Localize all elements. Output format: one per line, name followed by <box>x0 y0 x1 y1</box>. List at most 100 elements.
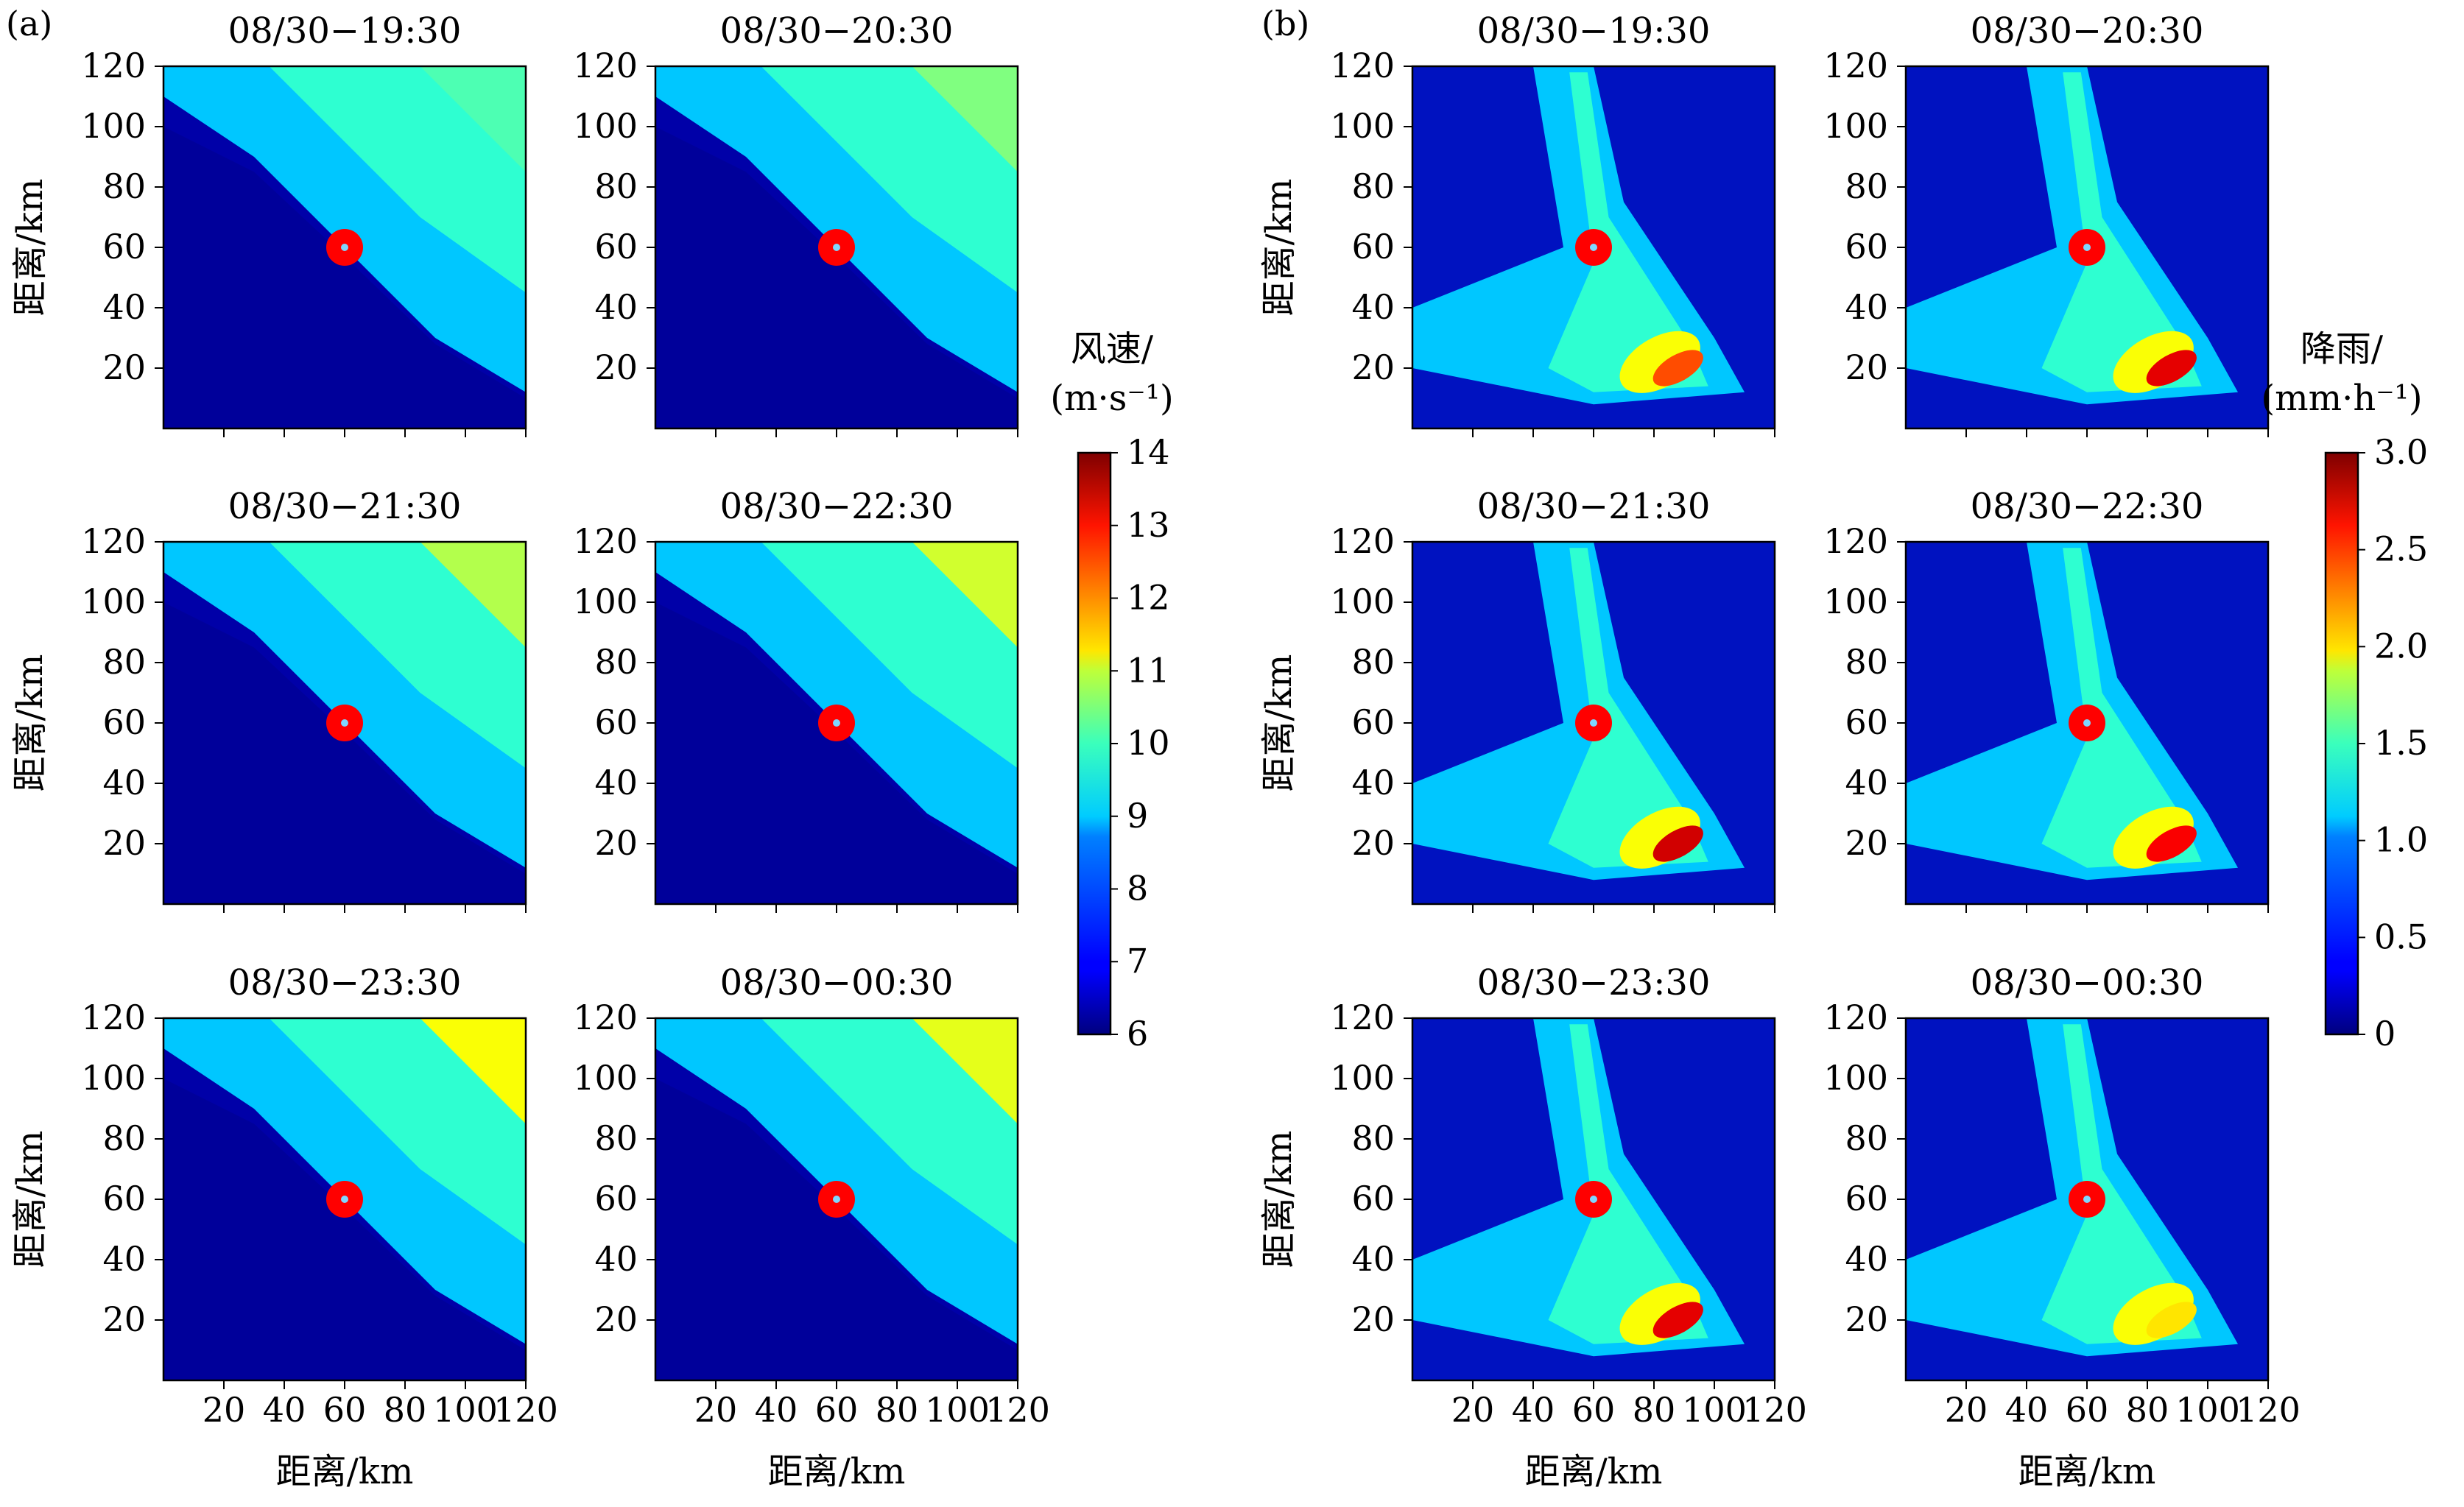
station-marker-center <box>1590 244 1597 251</box>
colorbar-tick-label: 0.5 <box>2374 917 2428 956</box>
panel-group-a: 08/30−19:3020406080100120距离/km08/30−20:3… <box>10 10 1174 1492</box>
y-tick-label: 40 <box>594 1239 638 1279</box>
x-tick-label: 40 <box>755 1390 798 1430</box>
x-tick-label: 120 <box>2236 1390 2301 1430</box>
heatmap-region-peak <box>420 66 526 172</box>
x-tick-label: 20 <box>694 1390 738 1430</box>
y-tick-label: 100 <box>1823 106 1888 146</box>
colorbar-tick-label: 9 <box>1127 796 1148 836</box>
subplot: 08/30−21:30 20 40 60 80 100 120 距离/km <box>1259 486 1776 913</box>
y-tick-label: 120 <box>1330 521 1395 561</box>
subplot-title: 08/30−19:30 <box>1477 10 1711 52</box>
station-marker-center <box>341 244 348 251</box>
y-tick-label: 20 <box>102 1299 146 1339</box>
y-tick-label: 20 <box>594 1299 638 1339</box>
y-tick-label: 120 <box>1823 998 1888 1037</box>
y-tick-label: 100 <box>1330 1058 1395 1098</box>
y-tick-label: 20 <box>1845 823 1888 863</box>
heatmap-region-high <box>2041 72 2202 392</box>
y-tick-label: 120 <box>81 998 146 1037</box>
colorbar-tick-label: 11 <box>1127 650 1170 690</box>
y-tick-label: 60 <box>1845 227 1888 267</box>
colorbar-tick-label: 14 <box>1127 432 1170 472</box>
y-tick-label: 80 <box>1845 642 1888 682</box>
y-axis-label: 距离/km <box>10 1131 51 1268</box>
heatmap-region-high <box>1548 72 1708 392</box>
heatmap-region-high <box>2041 548 2202 868</box>
x-tick-label: 80 <box>1633 1390 1676 1430</box>
y-tick-label: 80 <box>102 1118 146 1158</box>
heatmap-region-peak <box>912 66 1018 172</box>
subplot: 08/30−19:30 20 40 60 80 100 120 距离/km <box>10 10 527 437</box>
y-tick-label: 60 <box>102 227 146 267</box>
y-axis-label: 距离/km <box>10 179 51 317</box>
y-tick-label: 80 <box>594 166 638 206</box>
colorbar-tick-label: 7 <box>1127 941 1148 981</box>
y-tick-label: 40 <box>594 287 638 327</box>
y-tick-label: 100 <box>1330 582 1395 621</box>
x-tick-label: 40 <box>2005 1390 2049 1430</box>
y-tick-label: 40 <box>1351 763 1395 802</box>
y-tick-label: 80 <box>1351 166 1395 206</box>
y-tick-label: 20 <box>1351 1299 1395 1339</box>
y-tick-label: 80 <box>1351 1118 1395 1158</box>
x-tick-label: 100 <box>1682 1390 1747 1430</box>
x-axis-label: 距离/km <box>2018 1451 2156 1492</box>
colorbar-tick-label: 3.0 <box>2374 432 2428 472</box>
y-axis-label: 距离/km <box>1259 654 1300 792</box>
x-tick-label: 100 <box>433 1390 498 1430</box>
heatmap-region-peak <box>420 542 526 648</box>
colorbar-gradient <box>1077 451 1112 1036</box>
subplot: 08/30−22:30 20 40 60 80 100 120 <box>573 486 1019 913</box>
y-tick-label: 20 <box>1351 823 1395 863</box>
subplot-title: 08/30−21:30 <box>1477 486 1711 527</box>
x-tick-label: 120 <box>985 1390 1050 1430</box>
y-tick-label: 20 <box>102 347 146 387</box>
heatmap-region-high <box>1548 548 1708 868</box>
y-tick-label: 60 <box>102 702 146 742</box>
x-tick-label: 60 <box>815 1390 859 1430</box>
y-tick-label: 60 <box>1845 702 1888 742</box>
y-tick-label: 40 <box>102 287 146 327</box>
y-axis-label: 距离/km <box>1259 179 1300 317</box>
x-tick-label: 60 <box>323 1390 367 1430</box>
y-tick-label: 120 <box>81 521 146 561</box>
y-tick-label: 100 <box>81 582 146 621</box>
y-tick-label: 100 <box>1823 1058 1888 1098</box>
heatmap-region-low <box>163 602 526 904</box>
y-tick-label: 120 <box>1330 46 1395 85</box>
y-tick-label: 40 <box>594 763 638 802</box>
heatmap-region-peak <box>1652 350 1703 387</box>
subplot-title: 08/30−00:30 <box>1971 962 2204 1003</box>
heatmap-region-low <box>163 127 526 428</box>
x-tick-label: 20 <box>1945 1390 1988 1430</box>
x-axis-label: 距离/km <box>276 1451 414 1492</box>
heatmap-region-peak <box>2146 825 2197 862</box>
y-axis-label: 距离/km <box>10 654 51 792</box>
colorbar-tick-label: 2.0 <box>2374 626 2428 666</box>
x-tick-label: 100 <box>2175 1390 2240 1430</box>
panel-label-b: (b) <box>1261 4 1309 43</box>
heatmap-region-peak <box>912 542 1018 648</box>
y-tick-label: 20 <box>594 347 638 387</box>
colorbar-tick-label: 2.5 <box>2374 529 2428 569</box>
colorbar: 降雨/ (mm·h⁻¹) 0 0.5 1.0 1.5 2.0 2.5 3.0 <box>2261 328 2428 1054</box>
y-tick-label: 80 <box>594 642 638 682</box>
colorbar-gradient <box>2324 451 2359 1036</box>
y-tick-label: 120 <box>81 46 146 85</box>
heatmap-region-peak <box>2146 1302 2197 1338</box>
y-tick-label: 40 <box>1351 1239 1395 1279</box>
y-tick-label: 60 <box>594 702 638 742</box>
heatmap-region-peak <box>912 1018 1018 1124</box>
subplot: 08/30−20:30 20 40 60 80 100 120 <box>1823 10 2270 437</box>
x-tick-label: 40 <box>1512 1390 1555 1430</box>
figure-root: 08/30−19:3020406080100120距离/km08/30−20:3… <box>10 10 2428 1492</box>
y-axis-label: 距离/km <box>1259 1131 1300 1268</box>
colorbar-tick-label: 6 <box>1127 1014 1148 1054</box>
heatmap-region-peak <box>1652 825 1703 862</box>
y-tick-label: 120 <box>573 998 638 1037</box>
colorbar-tick-label: 1.0 <box>2374 820 2428 860</box>
y-tick-label: 40 <box>1351 287 1395 327</box>
